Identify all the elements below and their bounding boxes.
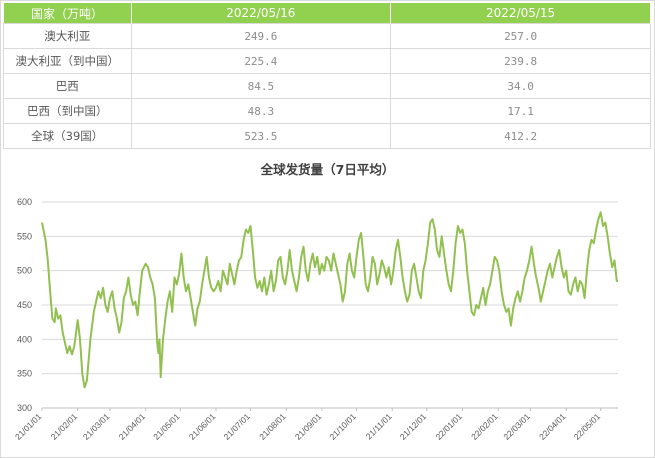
table-row: 全球（39国） 523.5 412.2: [3, 123, 651, 149]
series-line: [41, 211, 618, 389]
x-tick-label: 21/04/01: [117, 411, 148, 442]
x-tick-label: 22/04/01: [537, 411, 568, 442]
row-value-1: 523.5: [130, 123, 392, 149]
x-tick-label: 21/09/01: [293, 411, 324, 442]
y-tick-label: 300: [17, 403, 32, 413]
x-tick-label: 21/01/01: [13, 411, 44, 442]
chart-title: 全球发货量（7日平均）: [260, 162, 395, 177]
row-value-2: 412.2: [390, 123, 651, 149]
x-tick-label: 22/02/01: [469, 411, 500, 442]
header-country: 国家（万吨）: [3, 3, 132, 24]
header-date-1: 2022/05/16: [131, 3, 392, 24]
x-tick-label: 21/03/01: [81, 411, 112, 442]
row-country: 澳大利亚（到中国）: [3, 48, 132, 74]
table-header-row: 国家（万吨） 2022/05/16 2022/05/15: [3, 3, 651, 24]
row-value-1: 249.6: [130, 23, 392, 49]
x-tick-label: 21/11/01: [364, 411, 394, 441]
y-tick-label: 600: [17, 197, 32, 207]
x-tick-label: 21/10/01: [327, 411, 358, 442]
y-tick-label: 550: [17, 231, 32, 241]
x-tick-label: 21/02/01: [49, 411, 80, 442]
row-country: 全球（39国）: [3, 123, 132, 149]
x-tick-label: 21/07/01: [221, 411, 252, 442]
x-tick-label: 21/06/01: [187, 411, 218, 442]
table-row: 澳大利亚（到中国） 225.4 239.8: [3, 48, 651, 74]
y-tick-label: 350: [17, 369, 32, 379]
x-tick-label: 21/05/01: [151, 411, 182, 442]
x-tick-label: 22/01/01: [433, 411, 464, 442]
header-date-2: 2022/05/15: [390, 3, 651, 24]
y-tick-label: 450: [17, 300, 32, 310]
row-value-1: 225.4: [130, 48, 392, 74]
x-tick-label: 21/12/01: [398, 411, 429, 442]
x-tick-label: 22/03/01: [501, 411, 532, 442]
shipment-table: 国家（万吨） 2022/05/16 2022/05/15 澳大利亚 249.6 …: [3, 3, 651, 149]
y-tick-label: 500: [17, 266, 32, 276]
y-tick-label: 400: [17, 334, 32, 344]
x-tick-label: 22/05/01: [572, 411, 603, 442]
x-tick-label: 21/08/01: [257, 411, 288, 442]
